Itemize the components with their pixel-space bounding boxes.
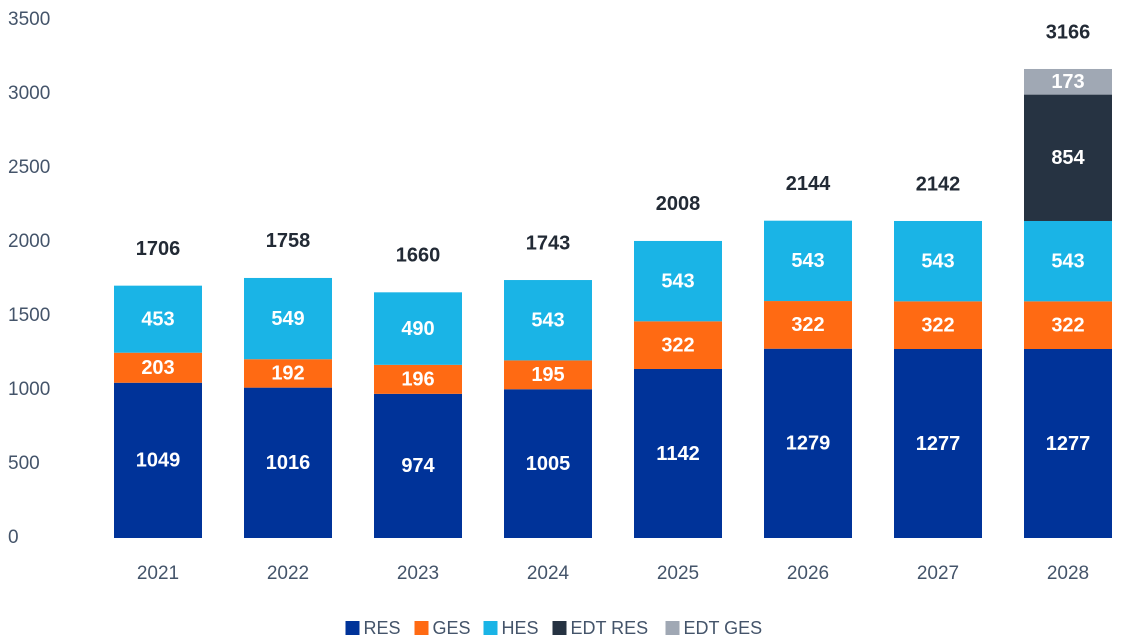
bar-segment — [634, 240, 722, 322]
total-label: 1743 — [526, 232, 571, 254]
data-label: 195 — [531, 364, 564, 386]
x-tick-label: 2027 — [917, 563, 959, 584]
bar-segment — [114, 382, 202, 538]
bar-segment — [114, 352, 202, 383]
legend-swatch — [552, 621, 567, 635]
bar-segment — [1024, 68, 1112, 95]
data-label: 196 — [401, 369, 434, 391]
data-label: 854 — [1051, 147, 1085, 169]
data-label: 543 — [661, 270, 694, 292]
y-tick-label: 500 — [8, 453, 40, 474]
data-label: 322 — [791, 314, 824, 336]
total-label: 1660 — [396, 245, 441, 267]
data-label: 173 — [1051, 71, 1084, 93]
x-tick-label: 2025 — [657, 563, 699, 584]
legend-label: HES — [502, 618, 539, 638]
y-tick-label: 2000 — [8, 231, 50, 252]
bar-segment — [504, 360, 592, 390]
bar-segment — [374, 364, 462, 394]
bar-segment — [1024, 301, 1112, 350]
legend-label: EDT GES — [684, 618, 763, 638]
legend-label: GES — [433, 618, 471, 638]
x-tick-label: 2022 — [267, 563, 309, 584]
data-label: 1279 — [786, 433, 831, 455]
legend-label: EDT RES — [571, 618, 649, 638]
bar-segment — [764, 348, 852, 538]
data-label: 1016 — [266, 452, 311, 474]
total-label: 2142 — [916, 173, 961, 195]
bar-segment — [894, 349, 982, 538]
x-tick-label: 2024 — [527, 563, 570, 584]
bar-segment — [244, 387, 332, 538]
bar-segment — [114, 285, 202, 353]
data-label: 1142 — [656, 443, 699, 465]
bar-segment — [894, 220, 982, 302]
data-label: 543 — [531, 309, 564, 331]
bar-segment — [504, 389, 592, 538]
data-label: 543 — [791, 250, 824, 272]
bar-segment — [764, 220, 852, 302]
x-tick-label: 2026 — [787, 563, 829, 584]
x-tick-label: 2028 — [1047, 563, 1089, 584]
legend-swatch — [665, 621, 680, 635]
bar-segment — [894, 301, 982, 350]
data-label: 1049 — [136, 450, 181, 472]
data-label: 543 — [921, 250, 954, 272]
total-label: 2144 — [786, 173, 831, 195]
y-tick-label: 1000 — [8, 379, 50, 400]
bar-segment — [1024, 220, 1112, 302]
x-tick-label: 2021 — [137, 563, 179, 584]
data-label: 203 — [141, 357, 174, 379]
data-label: 549 — [271, 308, 304, 330]
legend-label: RES — [364, 618, 401, 638]
data-label: 543 — [1051, 250, 1084, 272]
legend-swatch — [345, 621, 360, 635]
total-label: 3166 — [1046, 21, 1091, 43]
bar-segment — [374, 292, 462, 365]
bar-segment — [244, 277, 332, 360]
bar-segment — [374, 393, 462, 538]
data-label: 1277 — [1046, 433, 1091, 455]
legend-swatch — [414, 621, 429, 635]
data-label: 322 — [1051, 314, 1084, 336]
data-label: 322 — [661, 334, 694, 356]
data-label: 192 — [271, 363, 304, 385]
y-tick-label: 0 — [8, 527, 19, 548]
data-label: 490 — [401, 318, 434, 340]
legend-swatch — [483, 621, 498, 635]
data-label: 974 — [401, 455, 435, 477]
data-label: 1277 — [916, 433, 961, 455]
bar-segment — [1024, 94, 1112, 221]
bar-segment — [764, 301, 852, 349]
data-label: 322 — [921, 314, 954, 336]
bar-segment — [634, 368, 722, 538]
data-label: 453 — [141, 308, 174, 330]
y-tick-label: 2500 — [8, 157, 50, 178]
y-tick-label: 3500 — [8, 9, 50, 30]
data-label: 1005 — [526, 453, 571, 475]
total-label: 2008 — [656, 193, 701, 215]
bar-segment — [244, 359, 332, 388]
total-label: 1758 — [266, 230, 311, 252]
y-tick-label: 3000 — [8, 83, 50, 104]
x-tick-label: 2023 — [397, 563, 439, 584]
total-label: 1706 — [136, 238, 181, 260]
bar-segment — [634, 321, 722, 369]
bar-segment — [504, 280, 592, 361]
bar-segment — [1024, 349, 1112, 538]
y-tick-label: 1500 — [8, 305, 50, 326]
